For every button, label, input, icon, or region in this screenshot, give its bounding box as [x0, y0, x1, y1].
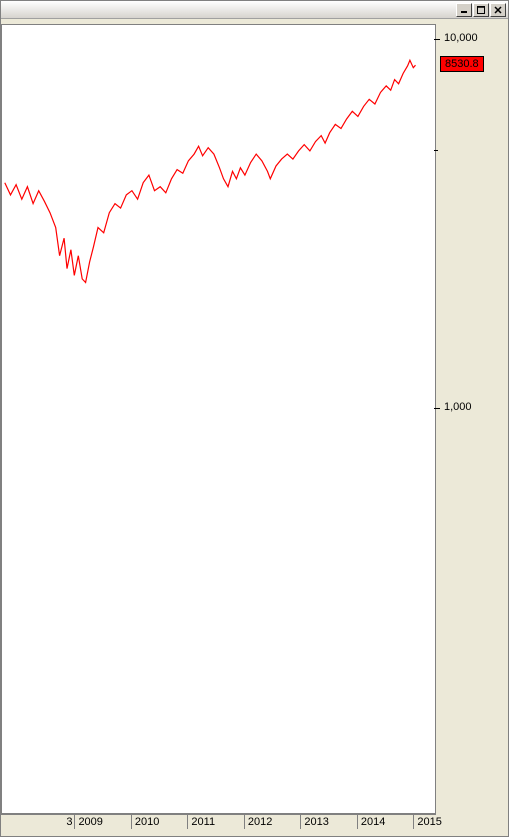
- minimize-button[interactable]: [456, 3, 472, 17]
- current-price-flag: 8530.8: [440, 56, 484, 72]
- close-button[interactable]: [490, 3, 506, 17]
- x-axis-label: 2014: [357, 814, 413, 829]
- x-axis-label: 2012: [244, 814, 300, 829]
- x-axis-label: 2011: [187, 814, 243, 829]
- x-axis-label: 3: [1, 814, 74, 829]
- y-axis-minor-tick: [434, 150, 438, 151]
- chart-container: 10,0001,0008530.8 3200920102011201220132…: [1, 19, 508, 836]
- price-series-path: [5, 60, 416, 282]
- x-axis-label: 2010: [131, 814, 187, 829]
- chart-plot-area[interactable]: [1, 24, 436, 814]
- y-axis-label: 10,000: [444, 32, 478, 44]
- app-window: 10,0001,0008530.8 3200920102011201220132…: [0, 0, 509, 837]
- x-axis-label: 2015: [413, 814, 436, 829]
- x-axis: 32009201020112012201320142015: [1, 814, 436, 829]
- x-axis-label: 2009: [74, 814, 130, 829]
- y-axis-tick: [434, 408, 440, 409]
- minimize-icon: [460, 6, 468, 14]
- y-axis-label: 1,000: [444, 401, 472, 413]
- titlebar: [1, 1, 508, 19]
- y-axis-tick: [434, 39, 440, 40]
- y-axis: 10,000 1,000 8530.8: [438, 24, 508, 814]
- maximize-button[interactable]: [473, 3, 489, 17]
- close-icon: [494, 6, 502, 14]
- x-axis-label: 2013: [300, 814, 356, 829]
- maximize-icon: [477, 6, 485, 14]
- price-line: [2, 25, 437, 815]
